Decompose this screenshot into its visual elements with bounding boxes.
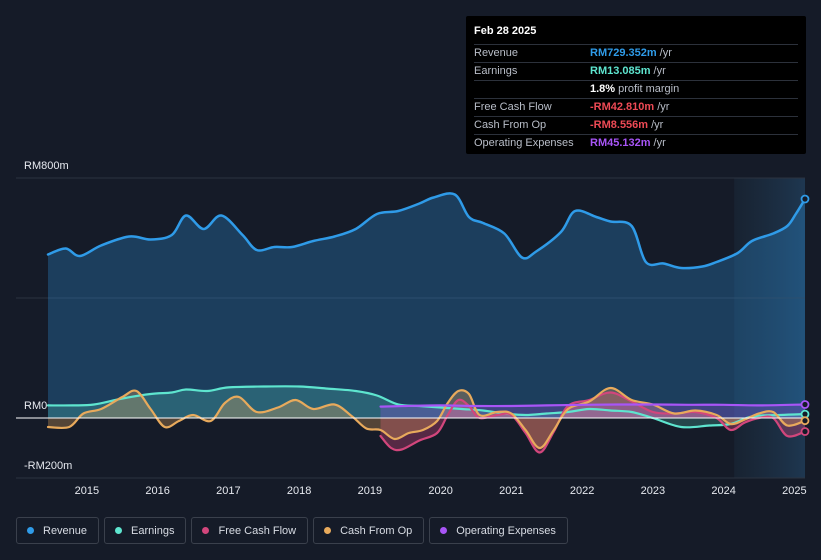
legend-item-cash-from-op[interactable]: Cash From Op [313, 517, 425, 544]
tooltip-row: Cash From Op -RM8.556m/yr [474, 117, 798, 135]
tooltip-row-value: RM45.132m [590, 137, 651, 149]
x-tick-label: 2018 [287, 485, 311, 497]
tooltip-row: Revenue RM729.352m/yr [474, 45, 798, 63]
x-tick-label: 2019 [358, 485, 382, 497]
operating-expenses-line [379, 403, 807, 408]
chart-legend: Revenue Earnings Free Cash Flow Cash From O… [16, 517, 568, 546]
cash-from-op-line [46, 386, 807, 450]
tooltip-row-unit: /yr [653, 137, 666, 149]
x-tick-label: 2017 [216, 485, 240, 497]
tooltip-row-label: Operating Expenses [474, 137, 574, 149]
legend-item-free-cash-flow[interactable]: Free Cash Flow [191, 517, 309, 544]
y-tick-label-zero: RM0 [24, 400, 48, 412]
tooltip-row-unit: /yr [659, 47, 672, 59]
legend-dot-icon [202, 527, 210, 534]
y-tick-label-top: RM800m [24, 160, 69, 172]
x-tick-label: 2025 [782, 485, 806, 497]
x-axis-ticks: 2015 2016 2017 2018 2019 2020 2021 2022 2023 2024… [75, 485, 807, 497]
series-endpoints [800, 194, 810, 436]
tooltip-row-label [474, 81, 590, 98]
tooltip-row-label: Revenue [474, 47, 519, 59]
x-tick-label: 2021 [499, 485, 523, 497]
x-tick-label: 2022 [570, 485, 594, 497]
tooltip-row-unit: /yr [657, 101, 670, 113]
earnings-line [46, 385, 807, 429]
legend-item-operating-expenses[interactable]: Operating Expenses [429, 517, 568, 544]
legend-item-earnings[interactable]: Earnings [104, 517, 187, 544]
cash-from-op-endpoint [800, 416, 810, 426]
tooltip-row-value: RM729.352m [590, 47, 657, 59]
tooltip-row-label: Earnings [474, 65, 518, 77]
legend-label: Cash From Op [340, 524, 413, 537]
tooltip-row: Earnings RM13.085m/yr [474, 63, 798, 81]
legend-dot-icon [27, 527, 34, 534]
tooltip-row-label: Free Cash Flow [474, 101, 552, 113]
tooltip-row: Operating Expenses RM45.132m/yr [474, 135, 798, 152]
tooltip-row-value: -RM8.556m [590, 119, 649, 131]
cash-from-op-area [48, 387, 805, 448]
tooltip-row-label: Cash From Op [474, 119, 547, 131]
legend-dot-icon [115, 527, 123, 534]
revenue-area [48, 193, 805, 418]
y-tick-label-bottom: -RM200m [24, 460, 73, 472]
revenue-endpoint [800, 194, 810, 204]
x-tick-label: 2024 [711, 485, 735, 497]
tooltip-row-value: 1.8% [590, 83, 616, 95]
series-lines [16, 192, 807, 454]
legend-dot-icon [440, 527, 448, 534]
tooltip-row-unit: /yr [651, 119, 664, 131]
x-tick-label: 2015 [75, 485, 99, 497]
tooltip-row-unit: profit margin [618, 83, 680, 95]
tooltip-row-unit: /yr [653, 65, 666, 77]
tooltip-date: Feb 28 2025 [474, 24, 798, 45]
data-tooltip: Feb 28 2025 Revenue RM729.352m/yr Earnings… [466, 16, 806, 154]
operating-expenses-endpoint [800, 400, 810, 409]
legend-label: Operating Expenses [456, 524, 556, 537]
legend-label: Free Cash Flow [218, 524, 297, 537]
tooltip-row-value: -RM42.810m [590, 101, 655, 113]
legend-dot-icon [324, 527, 332, 534]
x-tick-label: 2016 [145, 485, 169, 497]
gridlines [16, 177, 805, 479]
legend-label: Earnings [131, 524, 175, 537]
x-tick-label: 2023 [641, 485, 665, 497]
legend-item-revenue[interactable]: Revenue [16, 517, 100, 544]
x-tick-label: 2020 [428, 485, 452, 497]
tooltip-row-value: RM13.085m [590, 65, 651, 77]
revenue-line [46, 192, 807, 270]
tooltip-row: 1.8% profit margin [474, 81, 798, 99]
series-areas [48, 193, 805, 453]
free-cash-flow-endpoint [800, 427, 810, 436]
legend-label: Revenue [43, 524, 88, 537]
forecast-region [734, 178, 805, 478]
tooltip-row: Free Cash Flow -RM42.810m/yr [474, 99, 798, 117]
